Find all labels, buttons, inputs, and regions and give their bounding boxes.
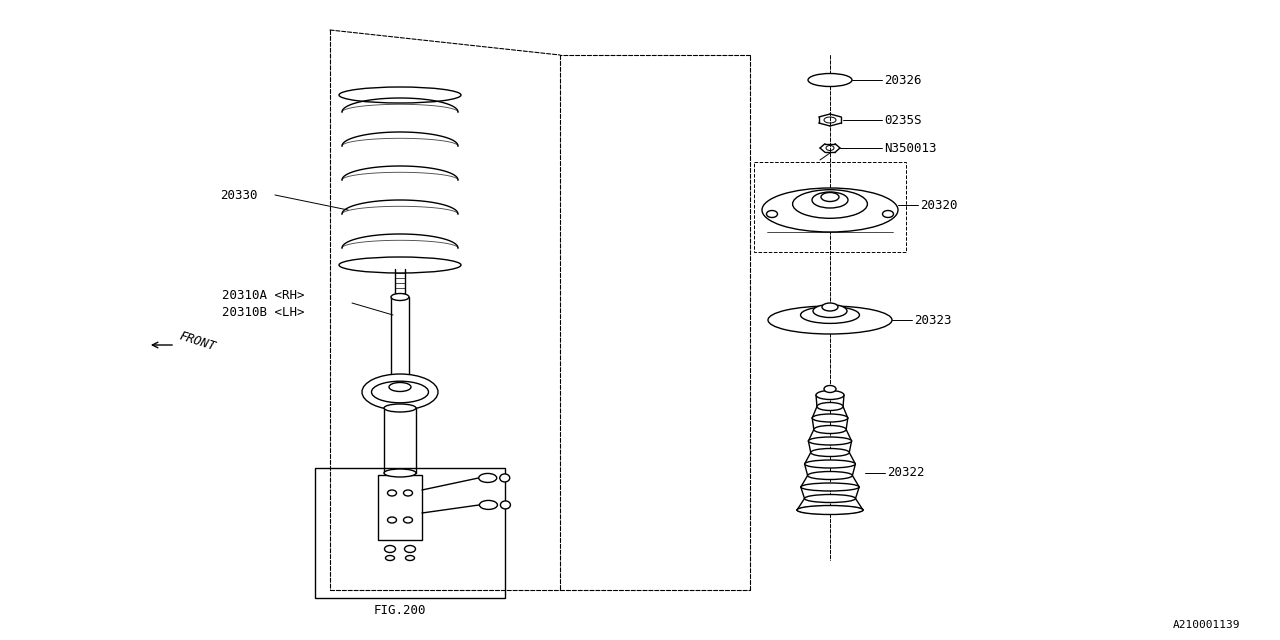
Ellipse shape bbox=[808, 472, 852, 479]
Ellipse shape bbox=[371, 381, 429, 403]
Text: N350013: N350013 bbox=[884, 141, 937, 154]
Ellipse shape bbox=[797, 506, 863, 514]
Ellipse shape bbox=[817, 403, 844, 410]
Ellipse shape bbox=[820, 193, 838, 202]
Ellipse shape bbox=[801, 483, 859, 491]
Ellipse shape bbox=[822, 303, 838, 311]
Ellipse shape bbox=[499, 474, 509, 482]
Bar bbox=[315, 468, 506, 598]
Ellipse shape bbox=[797, 506, 863, 515]
Ellipse shape bbox=[882, 211, 893, 218]
Ellipse shape bbox=[384, 545, 396, 552]
Ellipse shape bbox=[339, 87, 461, 103]
Ellipse shape bbox=[808, 74, 852, 86]
Ellipse shape bbox=[390, 388, 410, 396]
Ellipse shape bbox=[814, 426, 846, 433]
Ellipse shape bbox=[384, 469, 416, 477]
Text: 20320: 20320 bbox=[920, 198, 957, 211]
Text: 20322: 20322 bbox=[887, 466, 924, 479]
Ellipse shape bbox=[812, 192, 849, 208]
Text: 20310A <RH>: 20310A <RH> bbox=[221, 289, 305, 301]
Ellipse shape bbox=[813, 414, 847, 422]
Ellipse shape bbox=[817, 390, 844, 399]
Ellipse shape bbox=[339, 257, 461, 273]
Bar bbox=[754, 162, 906, 252]
Bar bbox=[378, 475, 422, 540]
Ellipse shape bbox=[809, 437, 851, 445]
Ellipse shape bbox=[762, 188, 899, 232]
Ellipse shape bbox=[480, 500, 498, 509]
Ellipse shape bbox=[805, 495, 855, 502]
Ellipse shape bbox=[384, 404, 416, 412]
Text: 20330: 20330 bbox=[220, 189, 257, 202]
Ellipse shape bbox=[800, 307, 859, 323]
Ellipse shape bbox=[767, 211, 777, 218]
Ellipse shape bbox=[500, 501, 511, 509]
Text: 20310B <LH>: 20310B <LH> bbox=[221, 305, 305, 319]
Ellipse shape bbox=[389, 383, 411, 392]
Text: 0235S: 0235S bbox=[884, 113, 922, 127]
Text: 20323: 20323 bbox=[914, 314, 951, 326]
Ellipse shape bbox=[390, 294, 410, 301]
Text: FIG.200: FIG.200 bbox=[374, 604, 426, 616]
Ellipse shape bbox=[792, 189, 868, 218]
Ellipse shape bbox=[404, 545, 416, 552]
Text: A210001139: A210001139 bbox=[1172, 620, 1240, 630]
Ellipse shape bbox=[805, 460, 855, 468]
Ellipse shape bbox=[824, 385, 836, 392]
Text: FRONT: FRONT bbox=[178, 329, 218, 353]
Ellipse shape bbox=[362, 374, 438, 410]
Ellipse shape bbox=[479, 474, 497, 483]
Ellipse shape bbox=[810, 449, 849, 456]
Ellipse shape bbox=[813, 305, 847, 317]
Text: 20326: 20326 bbox=[884, 74, 922, 86]
Ellipse shape bbox=[768, 306, 892, 334]
